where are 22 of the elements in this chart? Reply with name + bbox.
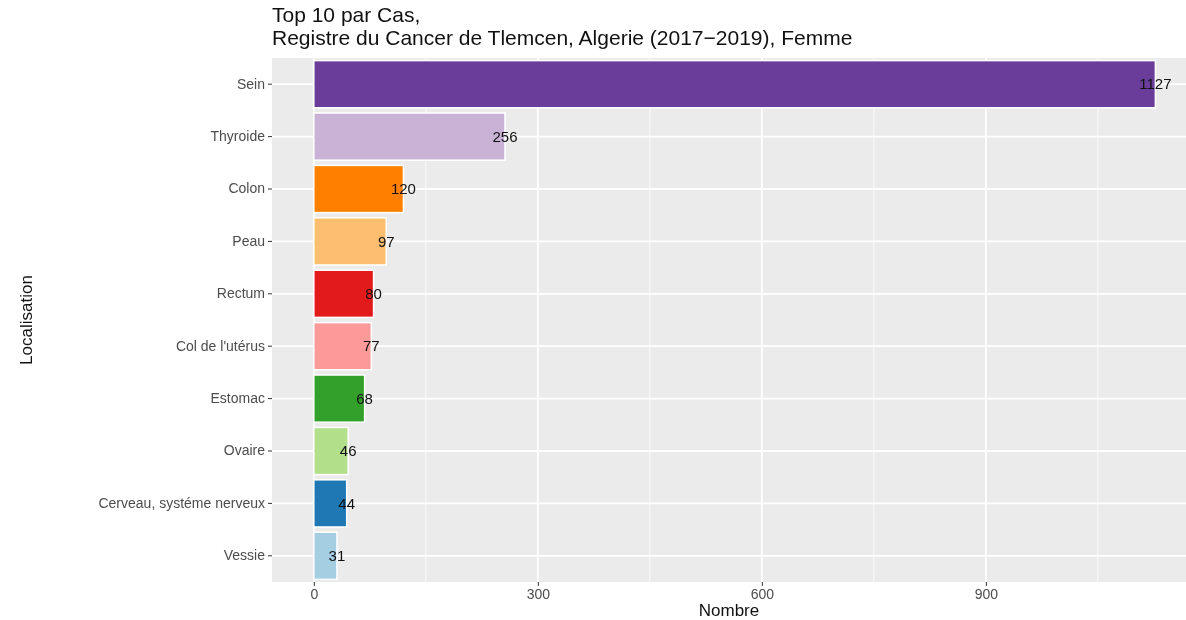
y-tick-label: Colon <box>228 180 265 197</box>
y-tick-label: Estomac <box>210 390 265 407</box>
y-axis-title: Localisation <box>17 275 36 365</box>
x-tick-label: 600 <box>750 585 775 602</box>
y-tick-label: Cerveau, systéme nerveux <box>98 494 265 511</box>
x-tick-label: 900 <box>974 585 999 602</box>
data-label: 256 <box>492 127 518 145</box>
y-tick-label: Thyroide <box>210 128 266 145</box>
data-label: 31 <box>328 547 346 565</box>
data-label: 46 <box>339 442 357 460</box>
y-tick-label: Vessie <box>223 547 266 564</box>
y-tick-label: Sein <box>236 75 265 92</box>
y-tick-label: Peau <box>232 232 265 249</box>
x-tick-label: 0 <box>310 585 319 602</box>
x-tick-label: 300 <box>526 585 551 602</box>
y-tick-label: Col de l'utérus <box>175 337 265 354</box>
data-label: 97 <box>377 232 395 250</box>
x-axis-title: Nombre <box>698 601 760 620</box>
y-tick-label: Ovaire <box>223 442 266 459</box>
y-tick-label: Rectum <box>216 285 265 302</box>
chart-title: Top 10 par Cas, Registre du Cancer de Tlemcen, Algerie (2017−2019), Femme <box>272 3 853 49</box>
data-label: 77 <box>362 337 380 355</box>
